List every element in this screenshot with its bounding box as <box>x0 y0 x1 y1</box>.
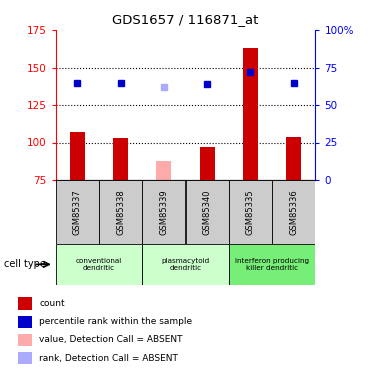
Text: cell type: cell type <box>4 260 46 269</box>
Bar <box>99 180 142 244</box>
Text: GSM85337: GSM85337 <box>73 189 82 235</box>
Text: conventional
dendritic: conventional dendritic <box>76 258 122 271</box>
Bar <box>18 316 32 328</box>
Bar <box>113 138 128 180</box>
Bar <box>272 180 315 244</box>
Text: value, Detection Call = ABSENT: value, Detection Call = ABSENT <box>39 335 183 344</box>
Bar <box>286 136 301 180</box>
Text: GSM85336: GSM85336 <box>289 189 298 235</box>
Text: count: count <box>39 299 65 308</box>
Bar <box>70 132 85 180</box>
Text: plasmacytoid
dendritic: plasmacytoid dendritic <box>161 258 210 271</box>
Bar <box>142 244 229 285</box>
Bar <box>56 244 142 285</box>
Text: GDS1657 / 116871_at: GDS1657 / 116871_at <box>112 13 259 26</box>
Text: GSM85339: GSM85339 <box>160 189 168 235</box>
Bar <box>156 160 171 180</box>
Bar <box>18 334 32 346</box>
Bar <box>18 297 32 310</box>
Bar <box>229 180 272 244</box>
Text: GSM85340: GSM85340 <box>203 189 211 235</box>
Bar <box>142 180 186 244</box>
Bar <box>229 244 315 285</box>
Text: GSM85335: GSM85335 <box>246 189 255 235</box>
Bar <box>200 147 215 180</box>
Bar <box>243 48 258 180</box>
Bar <box>56 180 99 244</box>
Bar <box>186 180 229 244</box>
Text: rank, Detection Call = ABSENT: rank, Detection Call = ABSENT <box>39 354 178 363</box>
Text: GSM85338: GSM85338 <box>116 189 125 235</box>
Text: interferon producing
killer dendritic: interferon producing killer dendritic <box>235 258 309 271</box>
Bar <box>18 352 32 364</box>
Text: percentile rank within the sample: percentile rank within the sample <box>39 317 193 326</box>
